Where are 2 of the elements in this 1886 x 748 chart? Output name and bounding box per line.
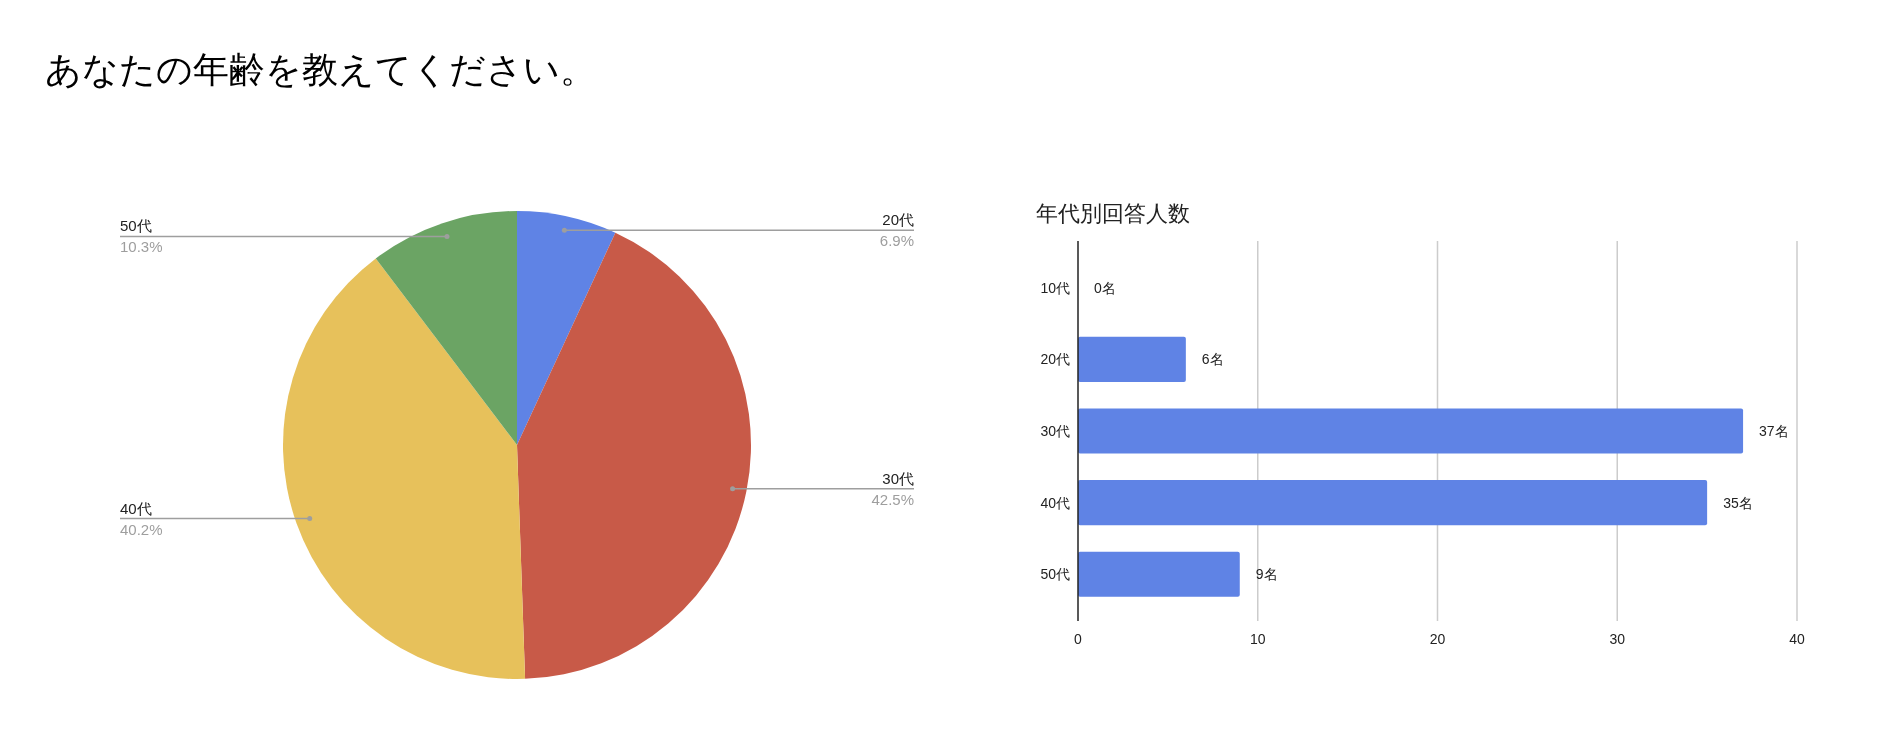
title: あなたの年齢を教えてください。 — [45, 49, 596, 90]
title: 年代別回答人数 — [1036, 201, 1190, 226]
